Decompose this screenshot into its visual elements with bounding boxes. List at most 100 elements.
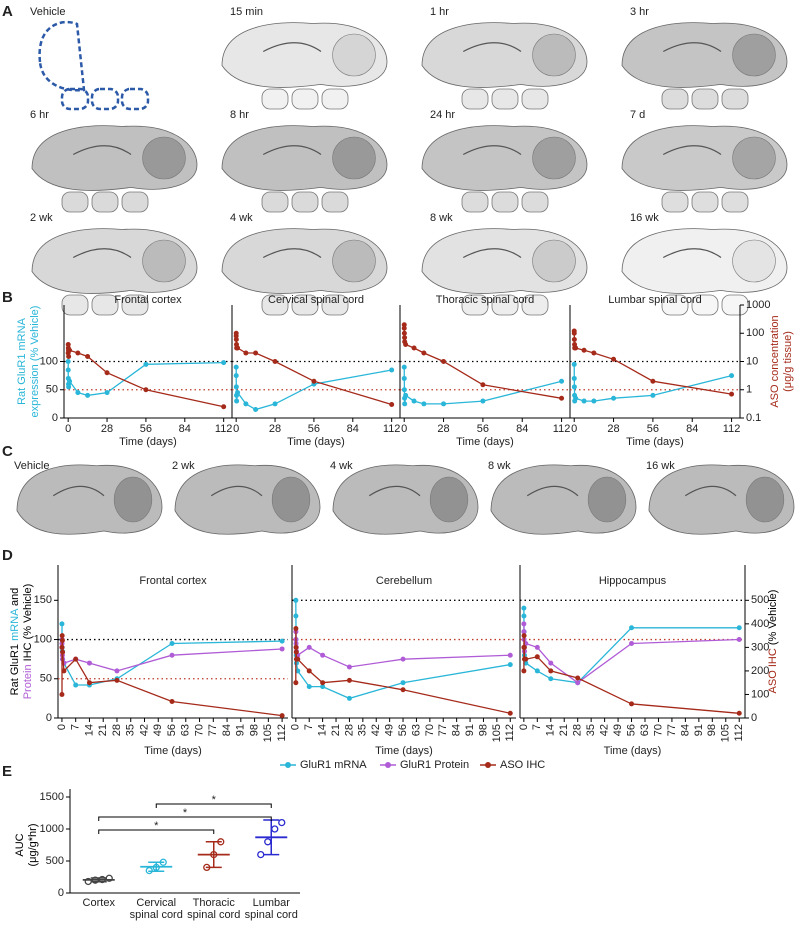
data-point — [521, 621, 527, 627]
x-tick-label: 63 — [180, 724, 192, 736]
data-point — [73, 656, 79, 662]
y-tick-label: 100 — [40, 355, 58, 367]
brain-section — [221, 22, 388, 88]
axis-label-part: mRNA — [9, 608, 21, 641]
data-point — [521, 633, 527, 639]
data-point — [84, 877, 92, 886]
x-tick-label: 112 — [383, 423, 401, 435]
image-label: 3 hr — [630, 6, 649, 18]
data-point — [441, 401, 447, 407]
x-tick-label: 98 — [706, 724, 718, 736]
data-point — [401, 325, 407, 331]
data-point — [86, 660, 92, 666]
y2-tick-label: 1 — [746, 384, 752, 396]
x-tick-label: 84 — [347, 423, 359, 435]
data-point — [571, 375, 577, 381]
data-point — [253, 350, 259, 356]
data-point — [573, 395, 579, 401]
brain-section — [648, 464, 795, 535]
region-outline — [38, 20, 86, 92]
axis-label-part: and — [9, 588, 21, 609]
data-point — [575, 675, 581, 681]
data-point — [571, 361, 577, 367]
x-tick-label: 56 — [308, 423, 320, 435]
data-point — [575, 680, 581, 686]
y2-tick-label: 100 — [751, 688, 769, 700]
data-point — [293, 649, 299, 655]
spinal-cord-section — [661, 88, 689, 110]
spinal-cord-section — [691, 191, 719, 213]
data-point — [257, 850, 265, 859]
x-tick-label: 105 — [720, 724, 732, 742]
data-point — [59, 644, 65, 650]
axis-label-part: (% Vehicle) — [767, 590, 779, 649]
axis-label: Protein IHC (% Vehicle) — [22, 584, 34, 700]
data-point — [67, 347, 73, 353]
y2-tick-label: 0.1 — [746, 412, 761, 424]
data-point — [559, 395, 565, 401]
cerebellum — [332, 136, 376, 180]
series-line — [235, 333, 392, 406]
data-point — [736, 637, 742, 643]
data-point — [591, 350, 597, 356]
spinal-cord-section — [321, 294, 349, 316]
axis-label: ASO concentration — [769, 315, 781, 407]
spinal-cord-section — [121, 191, 149, 213]
brain-shape — [31, 125, 198, 191]
image-label: 6 hr — [30, 109, 49, 121]
x-tick-label: 14 — [317, 724, 329, 736]
axis-label-part: (μg/g tissue) — [782, 331, 794, 392]
y-tick-label: 150 — [34, 594, 52, 606]
x-tick-label: 28 — [572, 724, 584, 736]
x-tick-label: 112 — [723, 423, 741, 435]
data-point — [61, 668, 67, 674]
x-tick-label: spinal cord — [187, 909, 240, 921]
x-tick-label: 77 — [437, 724, 449, 736]
x-tick-label: 56 — [140, 423, 152, 435]
legend-marker — [285, 762, 291, 768]
data-point — [581, 398, 587, 404]
spinal-cord-section — [261, 88, 289, 110]
data-point — [233, 330, 239, 336]
spinal-cord-section — [291, 191, 319, 213]
ventricle — [368, 485, 421, 497]
data-point — [507, 710, 513, 716]
y-tick-label: 50 — [40, 673, 52, 685]
data-point — [279, 638, 285, 644]
data-point — [571, 337, 577, 343]
image-label: 24 hr — [430, 109, 455, 121]
brain-section — [621, 125, 788, 191]
data-point — [548, 660, 554, 666]
data-point — [60, 649, 66, 655]
y2-tick-label: 100 — [746, 327, 764, 339]
significance-label: * — [183, 807, 188, 819]
brain-shape — [421, 22, 588, 88]
data-point — [421, 401, 427, 407]
data-point — [650, 392, 656, 398]
data-point — [159, 858, 167, 866]
data-point — [559, 378, 565, 384]
data-point — [65, 367, 71, 373]
x-axis-label: Time (days) — [144, 745, 202, 757]
data-point — [279, 713, 285, 719]
cerebellum — [142, 136, 186, 180]
x-tick-label: 28 — [607, 423, 619, 435]
brain-section — [421, 228, 588, 294]
ventricle — [262, 145, 322, 156]
data-point — [65, 359, 71, 364]
legend-label: GluR1 Protein — [400, 759, 469, 771]
data-point — [402, 335, 408, 341]
y-tick-label: 50 — [46, 384, 58, 396]
data-point — [571, 330, 577, 336]
x-tick-label: 28 — [343, 724, 355, 736]
x-tick-label: 84 — [516, 423, 528, 435]
brain-section — [221, 125, 388, 191]
brain-shape — [221, 22, 388, 88]
data-point — [233, 337, 239, 343]
data-point — [441, 359, 447, 364]
data-point — [293, 644, 299, 650]
spinal-cord-section — [491, 294, 519, 316]
x-tick-label: 98 — [477, 724, 489, 736]
data-point — [235, 390, 241, 396]
spinal-cord-section — [461, 88, 489, 110]
